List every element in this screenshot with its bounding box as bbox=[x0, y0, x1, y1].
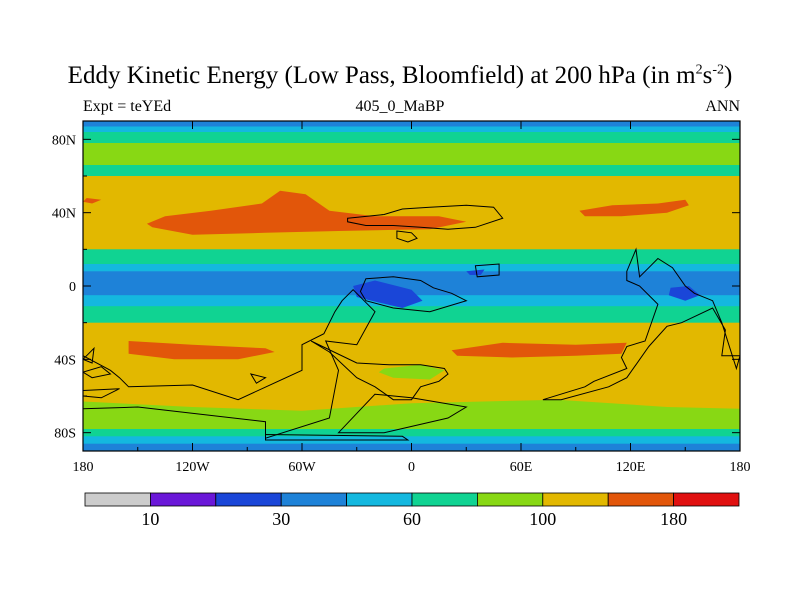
x-tick-label: 180 bbox=[73, 460, 94, 475]
x-tick-label: 0 bbox=[408, 460, 415, 475]
field-feature bbox=[128, 341, 275, 360]
x-tick-label: 120W bbox=[175, 460, 210, 475]
colorbar-swatch bbox=[215, 492, 282, 507]
coastline bbox=[249, 373, 267, 384]
colorbar-swatch bbox=[542, 492, 609, 507]
colorbar-label: 60 bbox=[403, 509, 421, 529]
field-feature bbox=[353, 280, 423, 308]
field-feature bbox=[83, 399, 740, 418]
colorbar-label: 100 bbox=[529, 509, 556, 529]
colorbar-label: 30 bbox=[272, 509, 290, 529]
coastline bbox=[265, 433, 410, 441]
field-feature bbox=[579, 199, 689, 217]
field-feature bbox=[378, 364, 445, 380]
field-feature bbox=[466, 269, 485, 275]
latitude-band bbox=[83, 264, 740, 272]
colorbar-swatch bbox=[607, 492, 675, 507]
colorbar-swatch bbox=[411, 492, 478, 507]
y-tick-label: 40N bbox=[52, 207, 76, 222]
coastline bbox=[396, 230, 418, 243]
coastline bbox=[542, 247, 740, 401]
latitude-band bbox=[83, 306, 740, 324]
coastline bbox=[83, 346, 95, 364]
latitude-band bbox=[83, 165, 740, 177]
colorbar-swatch bbox=[149, 492, 217, 507]
chart-title: Eddy Kinetic Energy (Low Pass, Bloomfiel… bbox=[67, 62, 733, 89]
season-label: ANN bbox=[705, 98, 740, 115]
latitude-band bbox=[83, 414, 740, 430]
colorbar-swatch bbox=[84, 492, 151, 507]
y-tick-label: 40S bbox=[54, 353, 76, 368]
y-tick-label: 80S bbox=[54, 427, 76, 442]
coastline bbox=[83, 288, 376, 439]
coastline bbox=[337, 393, 468, 434]
colorbar-swatch bbox=[476, 492, 544, 507]
experiment-label: Expt = teYEd bbox=[83, 98, 172, 115]
coastline bbox=[310, 340, 449, 401]
latitude-band bbox=[83, 143, 740, 166]
field-layer bbox=[83, 121, 740, 451]
x-tick-label: 60E bbox=[510, 460, 533, 475]
field-feature bbox=[668, 286, 700, 301]
colorbar-swatch bbox=[673, 492, 740, 507]
x-tick-label: 120E bbox=[616, 460, 646, 475]
field-feature bbox=[83, 198, 102, 204]
x-tick-label: 180 bbox=[730, 460, 751, 475]
colorbar-swatch bbox=[346, 492, 413, 507]
axes: 180 120W 60W 0 60E 120E 180 80N 40N 0 40S 80S bbox=[52, 121, 751, 475]
colorbar-label: 10 bbox=[141, 509, 159, 529]
coastline bbox=[359, 276, 468, 313]
coastline bbox=[474, 263, 500, 278]
latitude-band bbox=[83, 132, 740, 144]
period-label: 405_0_MaBP bbox=[355, 98, 445, 115]
latitude-band bbox=[83, 249, 740, 265]
latitude-band bbox=[83, 429, 740, 437]
coastline bbox=[83, 388, 120, 399]
y-tick-label: 0 bbox=[69, 280, 76, 295]
field-feature bbox=[451, 342, 627, 358]
coastline bbox=[83, 366, 112, 379]
latitude-band bbox=[83, 126, 740, 133]
coastline-layer bbox=[83, 204, 740, 441]
field-feature bbox=[146, 190, 467, 235]
y-tick-label: 80N bbox=[52, 133, 76, 148]
x-tick-label: 60W bbox=[288, 460, 316, 475]
coastline bbox=[347, 204, 504, 230]
colorbar-swatch bbox=[280, 492, 348, 507]
colorbar-label: 180 bbox=[660, 509, 687, 529]
latitude-band bbox=[83, 436, 740, 445]
colorbar: 10 30 60 100 180 bbox=[84, 492, 740, 529]
